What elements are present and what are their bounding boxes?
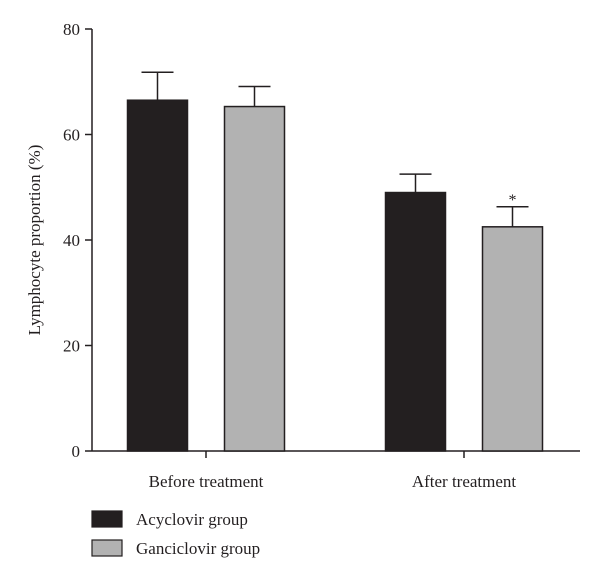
bar-0-1 xyxy=(384,191,447,452)
y-axis-label: Lymphocyte proportion (%) xyxy=(25,145,44,336)
y-tick-label-80: 80 xyxy=(63,20,80,39)
x-tick-label-1: After treatment xyxy=(412,472,517,491)
y-tick-label-0: 0 xyxy=(72,442,81,461)
bar-1-1 xyxy=(481,226,544,452)
plot-area: 0 20 40 60 80 Before treatment After treatment… xyxy=(63,20,580,491)
legend-swatch-1 xyxy=(91,539,123,557)
legend-label-1: Ganciclovir group xyxy=(136,539,260,558)
y-tick-label-40: 40 xyxy=(63,231,80,250)
bar-1-0 xyxy=(223,105,286,452)
significance-marker-0: * xyxy=(509,192,517,209)
y-tick-label-60: 60 xyxy=(63,126,80,145)
bar-0-0 xyxy=(126,99,189,452)
legend-label-0: Acyclovir group xyxy=(136,510,248,529)
legend: Acyclovir group Ganciclovir group xyxy=(91,510,260,558)
legend-swatch-0 xyxy=(91,510,123,528)
x-tick-label-0: Before treatment xyxy=(149,472,264,491)
y-tick-label-20: 20 xyxy=(63,337,80,356)
